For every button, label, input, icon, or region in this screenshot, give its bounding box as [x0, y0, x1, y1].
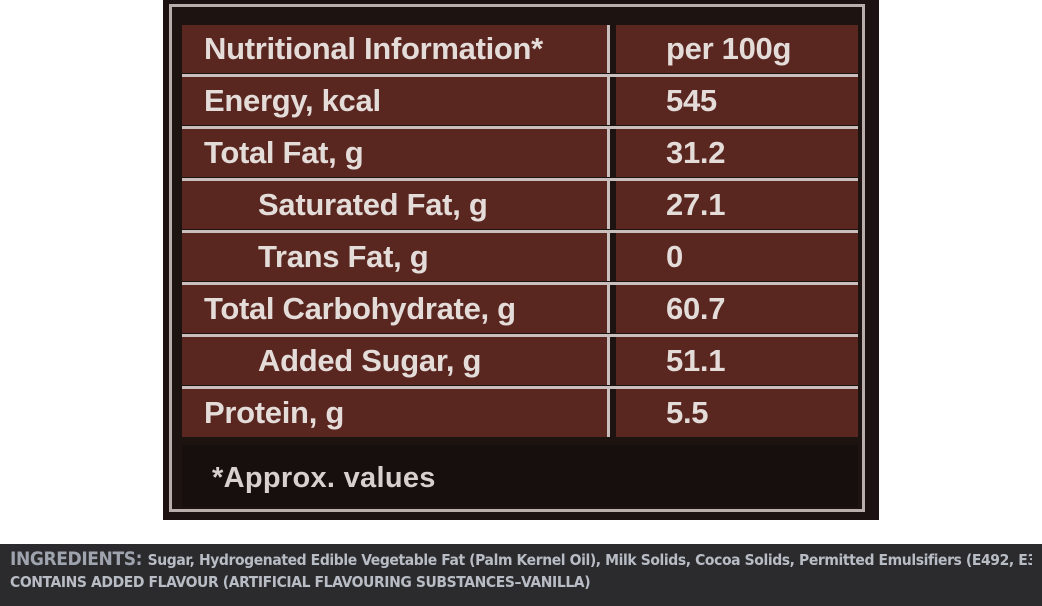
table-row: Trans Fat, g 0: [182, 233, 858, 284]
ingredients-strip: INGREDIENTS: Sugar, Hydrogenated Edible …: [0, 544, 1042, 606]
row-divider: [182, 282, 858, 285]
header-label: Nutritional Information*: [182, 25, 610, 73]
row-label: Total Carbohydrate, g: [182, 285, 610, 333]
row-label: Saturated Fat, g: [182, 181, 610, 229]
row-label: Protein, g: [182, 389, 610, 437]
header-value: per 100g: [616, 25, 858, 73]
ingredients-text: Sugar, Hydrogenated Edible Vegetable Fat…: [147, 551, 1032, 569]
row-divider: [182, 74, 858, 77]
ingredients-heading: INGREDIENTS:: [10, 548, 148, 570]
table-row: Protein, g 5.5: [182, 389, 858, 440]
row-value: 5.5: [616, 389, 858, 437]
nutrition-table-frame: Nutritional Information* per 100g Energy…: [169, 4, 865, 512]
table-row: Added Sugar, g 51.1: [182, 337, 858, 388]
table-row: Total Carbohydrate, g 60.7: [182, 285, 858, 336]
flavour-note: CONTAINS ADDED FLAVOUR (ARTIFICIAL FLAVO…: [10, 573, 591, 591]
row-divider: [182, 386, 858, 389]
row-label: Energy, kcal: [182, 77, 610, 125]
table-row: Total Fat, g 31.2: [182, 129, 858, 180]
row-label: Total Fat, g: [182, 129, 610, 177]
footnote: *Approx. values: [212, 462, 436, 494]
row-value: 31.2: [616, 129, 858, 177]
flavour-line: CONTAINS ADDED FLAVOUR (ARTIFICIAL FLAVO…: [10, 571, 1032, 593]
row-divider: [182, 230, 858, 233]
row-value: 545: [616, 77, 858, 125]
row-value: 60.7: [616, 285, 858, 333]
table-footer: [182, 445, 858, 507]
table-row: Saturated Fat, g 27.1: [182, 181, 858, 232]
row-divider: [182, 126, 858, 129]
table-header-row: Nutritional Information* per 100g: [182, 25, 858, 76]
row-divider: [182, 334, 858, 337]
row-value: 0: [616, 233, 858, 281]
row-label: Trans Fat, g: [182, 233, 610, 281]
row-value: 51.1: [616, 337, 858, 385]
ingredients-line: INGREDIENTS: Sugar, Hydrogenated Edible …: [10, 548, 1032, 571]
row-value: 27.1: [616, 181, 858, 229]
nutrition-panel: Nutritional Information* per 100g Energy…: [163, 0, 879, 520]
table-row: Energy, kcal 545: [182, 77, 858, 128]
row-label: Added Sugar, g: [182, 337, 610, 385]
row-divider: [182, 178, 858, 181]
